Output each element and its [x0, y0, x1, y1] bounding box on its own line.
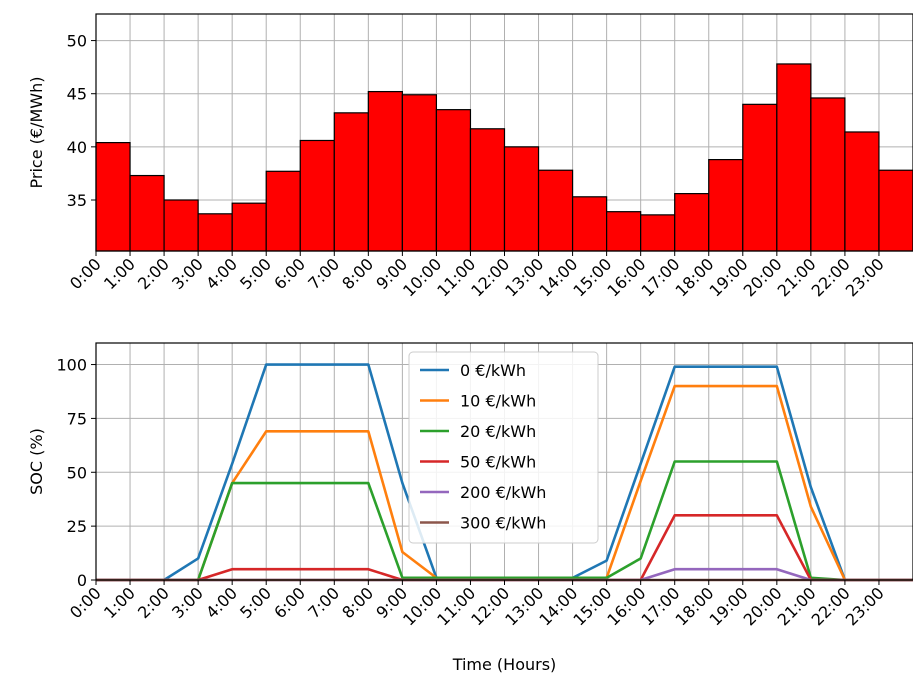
- price-bar: [333, 112, 369, 252]
- price-bar: [776, 63, 812, 252]
- soc-y-tick-label: 100: [56, 356, 87, 375]
- price-bar: [231, 202, 267, 252]
- price-bar: [503, 146, 540, 252]
- soc-y-ticks: 0 25 50 75 100: [56, 356, 96, 590]
- price-bar: [197, 213, 233, 252]
- price-bar: [742, 103, 778, 252]
- price-bar: [469, 128, 506, 252]
- soc-y-tick-label: 0: [77, 571, 87, 590]
- price-bar: [299, 139, 335, 252]
- price-bar: [163, 199, 199, 252]
- price-bar: [708, 159, 744, 252]
- soc-axes-frame: [95, 342, 913, 581]
- price-bar: [435, 109, 472, 252]
- legend-label: 10 €/kWh: [460, 392, 536, 411]
- price-axes-frame: [95, 13, 913, 252]
- price-bar: [95, 141, 131, 252]
- price-bar: [265, 170, 301, 252]
- price-y-tick-label: 50: [67, 32, 87, 51]
- price-y-tick-label: 40: [67, 138, 87, 157]
- soc-legend: 0 €/kWh 10 €/kWh 20 €/kWh 50 €/kWh 200 €/kWh…: [408, 351, 599, 544]
- soc-y-axis-label: SOC (%): [27, 428, 46, 495]
- price-y-ticks: 35 40 45 50: [67, 32, 96, 210]
- legend-label: 0 €/kWh: [460, 361, 526, 380]
- legend-box: [408, 351, 599, 544]
- price-bar: [537, 169, 574, 252]
- price-bar: [401, 94, 438, 252]
- price-bar: [640, 214, 676, 252]
- legend-label: 300 €/kWh: [460, 514, 546, 533]
- soc-series-line: [96, 460, 913, 582]
- price-bar: [571, 196, 608, 252]
- price-bar: [810, 97, 846, 252]
- soc-x-axis-label: Time (Hours): [452, 655, 557, 674]
- price-y-tick-label: 35: [67, 191, 87, 210]
- legend-label: 200 €/kWh: [460, 483, 546, 502]
- price-bar: [878, 169, 913, 252]
- price-y-tick-label: 45: [67, 85, 87, 104]
- soc-y-tick-label: 25: [67, 517, 87, 536]
- price-bar: [129, 174, 165, 252]
- legend-label: 50 €/kWh: [460, 453, 536, 472]
- price-y-axis-label: Price (€/MWh): [27, 77, 46, 189]
- soc-y-tick-label: 50: [67, 463, 87, 482]
- price-bar: [844, 131, 880, 252]
- price-bar: [367, 90, 403, 252]
- price-bar: [674, 193, 710, 252]
- price-bar: [606, 211, 642, 252]
- legend-label: 20 €/kWh: [460, 422, 536, 441]
- soc-y-tick-label: 75: [67, 409, 87, 428]
